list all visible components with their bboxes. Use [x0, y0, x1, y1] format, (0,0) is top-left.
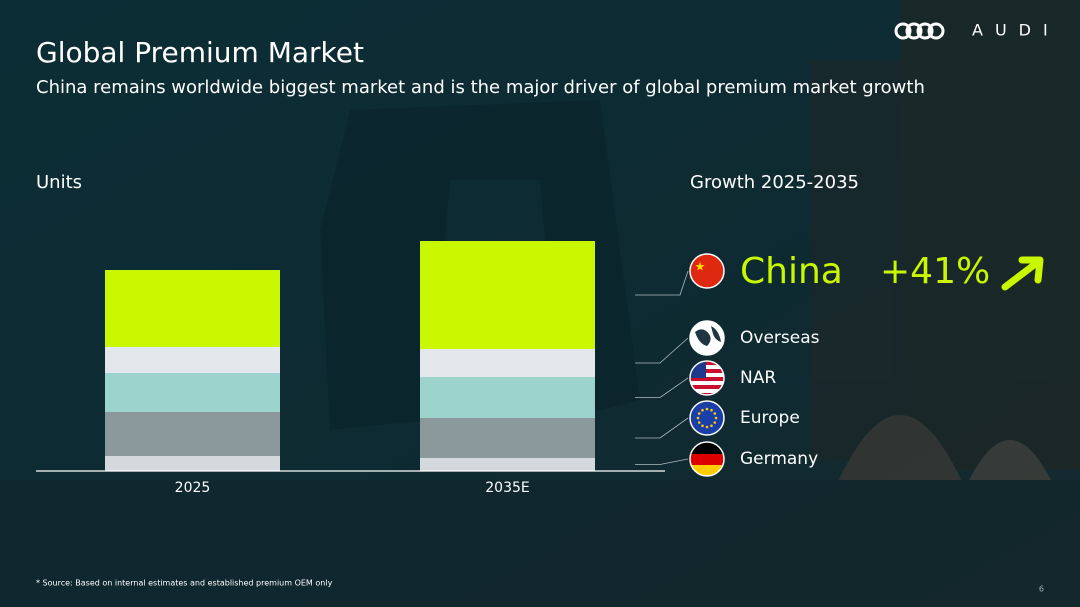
connector — [635, 337, 689, 364]
flag: ★ — [689, 253, 725, 289]
flag-part — [690, 369, 724, 373]
flag-ring — [689, 441, 725, 477]
flag-ring — [689, 320, 725, 356]
flag-part — [690, 401, 724, 435]
page-number: 6 — [1039, 585, 1044, 594]
flag-part — [690, 465, 724, 476]
flag-part — [690, 381, 724, 385]
flag-fill — [690, 401, 724, 435]
flag-part — [690, 385, 724, 389]
brand: AUDI — [972, 21, 1060, 40]
bar-segment — [105, 373, 280, 412]
flag-part — [714, 416, 718, 420]
legend-label: Germany — [740, 449, 818, 469]
flag-part — [690, 389, 724, 393]
legend-label: Overseas — [740, 328, 820, 348]
flag-fill — [690, 321, 724, 355]
flag-part — [713, 421, 717, 424]
bar-segment — [420, 241, 595, 349]
bar-segment — [105, 270, 280, 347]
flag-ring — [689, 360, 725, 396]
flag-part — [697, 421, 701, 424]
legend-label: China — [740, 251, 843, 292]
x-tick-label: 2025 — [175, 480, 211, 496]
flag-part — [690, 454, 724, 465]
chart: 2025 2035E Germany Europe NAR Overseas ★ China +… — [36, 241, 990, 496]
bar-segment — [420, 377, 595, 418]
audi-rings — [894, 22, 945, 40]
growth-arrow — [1001, 256, 1044, 291]
flag-part: ★ — [695, 260, 706, 274]
flag-part — [705, 407, 709, 411]
flag-part — [690, 393, 724, 395]
connector — [635, 458, 689, 465]
flag-part — [696, 416, 700, 420]
flag-part — [690, 365, 724, 369]
x-tick-label: 2035E — [485, 480, 529, 496]
flag-fill — [690, 361, 724, 395]
legend-label: NAR — [740, 368, 776, 388]
flag-part — [690, 377, 724, 381]
y-label: Units — [36, 172, 82, 193]
bar-segment — [105, 412, 280, 456]
flag-part — [713, 412, 717, 415]
flag-part — [710, 408, 713, 412]
growth-title: Growth 2025-2035 — [690, 172, 859, 193]
flag — [689, 441, 725, 477]
legend-label: Europe — [740, 408, 800, 428]
connector — [635, 270, 689, 296]
subtitle: China remains worldwide biggest market a… — [36, 77, 925, 98]
bar-segment — [420, 349, 595, 377]
flag-part — [690, 373, 724, 377]
flag-part — [701, 424, 704, 428]
growth-value: +41% — [880, 251, 990, 292]
title: Global Premium Market — [36, 36, 364, 69]
connector — [635, 377, 689, 398]
flag-part — [705, 425, 709, 429]
bar-segment — [420, 458, 595, 471]
flag-part — [710, 424, 713, 428]
bar-segment — [420, 418, 595, 458]
bar-segment — [105, 347, 280, 373]
footnote: * Source: Based on internal estimates an… — [36, 579, 333, 588]
flag-fill: ★ — [690, 254, 724, 288]
flag — [689, 360, 725, 396]
flag-part — [695, 326, 721, 346]
flag-part — [690, 254, 724, 288]
flag-part — [697, 412, 701, 415]
flag-part — [701, 408, 704, 412]
flag — [689, 400, 725, 436]
connector — [635, 417, 689, 439]
bar-segment — [105, 456, 280, 471]
flag-part — [690, 361, 724, 365]
flag-ring — [689, 400, 725, 436]
flag — [689, 320, 725, 356]
flag-ring — [689, 253, 725, 289]
